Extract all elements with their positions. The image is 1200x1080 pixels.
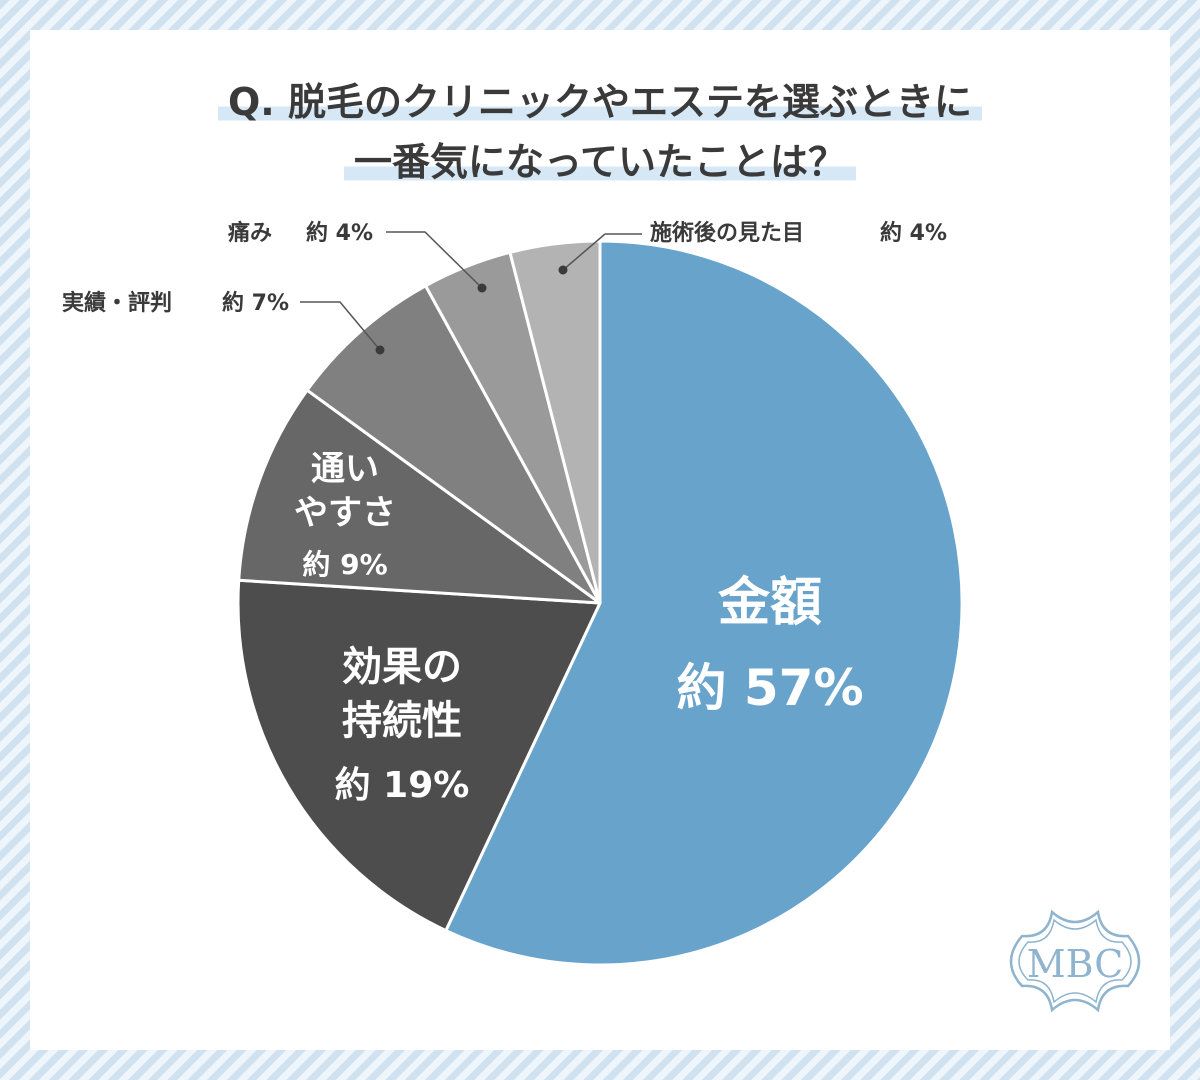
mbc-logo-frame-outer [1009,909,1141,1013]
leader-line-itami [386,231,483,289]
outer-label-itami: 痛み [228,220,272,246]
pie-slice-mitame [508,239,602,605]
outer-value-mitame: 約 4% [880,220,947,246]
leader-lines [300,231,642,351]
outer-value-jisseki: 約 7% [222,290,289,316]
pie-slice-jisseki [305,284,602,605]
slice-label-koka-2: 持続性 [342,698,462,744]
pie-slice-kayoi [237,388,602,605]
leader-dot-mitame [558,265,568,275]
leader-line-jisseki [300,301,381,351]
mbc-logo: MBC [1009,909,1141,1013]
slice-label-kayoi-2: やすさ [294,493,396,533]
outer-label-mitame: 施術後の見た目 [650,220,804,246]
leader-line-mitame-diag [562,233,606,271]
pie-slice-kingaku [444,239,964,967]
chart-title-line-1: Q. 脱毛のクリニックやエステを選ぶときに [30,74,1170,130]
outer-value-itami: 約 4% [306,220,373,246]
slice-value-koka: 約 19% [335,765,470,806]
slice-label-koka-1: 効果の [342,644,462,690]
leader-dot-jisseki [375,345,385,355]
leader-dots [375,265,568,355]
pie-slice-koka [236,578,602,933]
outer-label-jisseki: 実績・評判 [62,290,172,316]
mbc-logo-frame-inner [1018,918,1132,1004]
leader-dot-itami [477,283,487,293]
slice-label-kingaku: 金額 [717,573,822,633]
pie-slices [236,239,964,967]
slice-value-kingaku: 約 57% [676,659,863,717]
mbc-logo-text: MBC [1027,942,1124,986]
slice-value-kayoi: 約 9% [302,548,387,581]
slice-label-kayoi-1: 通い [311,449,379,489]
chart-title-line-2: 一番気になっていたことは？ [30,134,1170,190]
